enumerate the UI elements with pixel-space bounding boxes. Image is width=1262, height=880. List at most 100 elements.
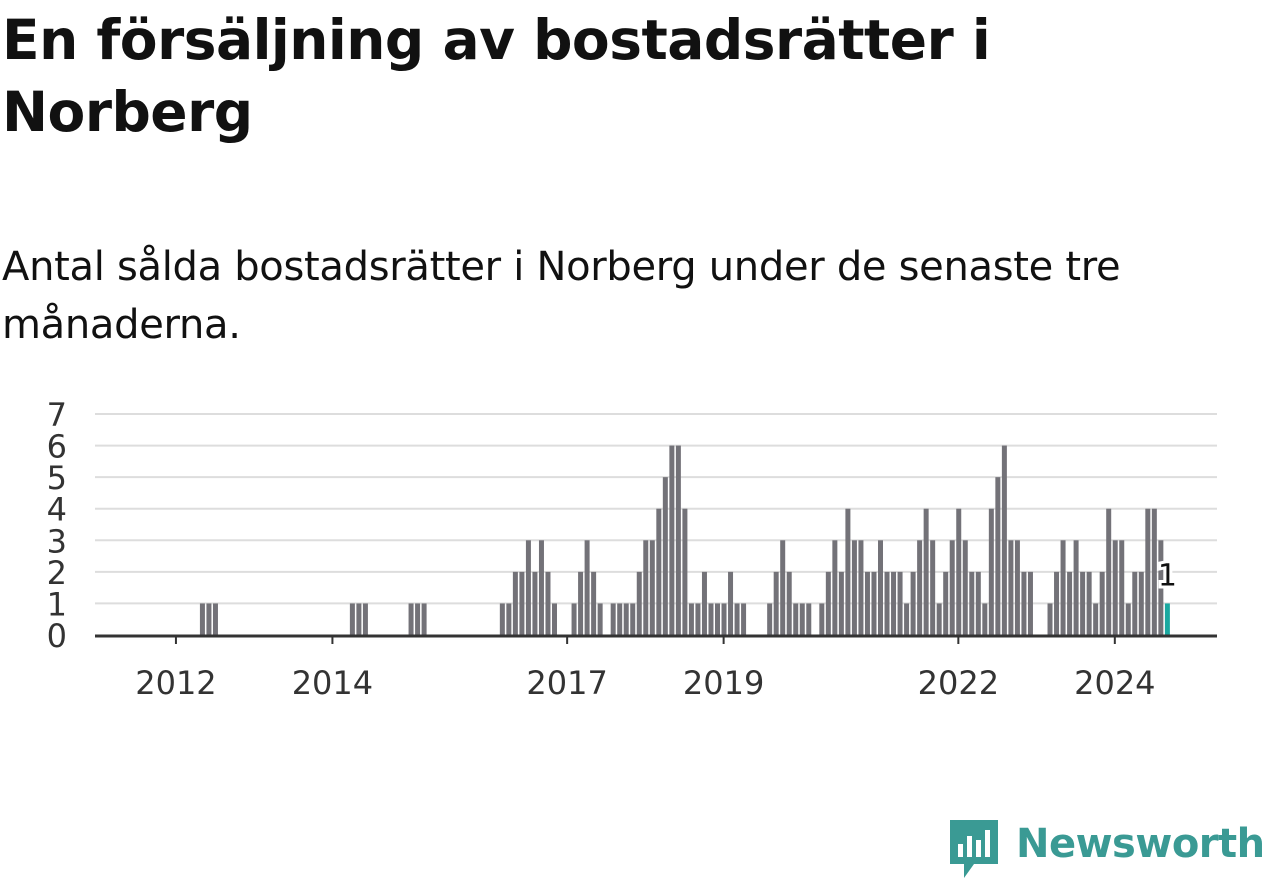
bar [597,603,603,635]
bar [662,477,668,635]
bar [688,603,694,635]
bar [838,571,844,635]
bar [1014,540,1020,635]
bar [851,540,857,635]
bar [741,603,747,635]
bar [1001,445,1007,635]
bars [199,445,1170,635]
bar [656,508,662,635]
bar [845,508,851,635]
bar [1047,603,1053,635]
bar [571,603,577,635]
newsworthy-logo: Newsworthy [948,818,1262,880]
bar [578,571,584,635]
x-tick-label: 2012 [135,664,216,702]
y-tick-label: 7 [47,396,67,434]
bar [675,445,681,635]
bar [1138,571,1144,635]
bar [682,508,688,635]
bar [930,540,936,635]
bar [1125,603,1131,635]
y-tick-label: 6 [47,428,67,466]
bar [825,571,831,635]
bar [1054,571,1060,635]
bar [1099,571,1105,635]
bar [421,603,427,635]
bar [1106,508,1112,635]
chart-title: En försäljning av bostadsrätter i Norber… [2,8,991,144]
bar [910,571,916,635]
y-tick-label: 0 [47,617,67,655]
bar [1158,540,1164,635]
x-tick-label: 2014 [292,664,373,702]
bar [623,603,629,635]
x-axis-ticks: 2012 2014 2017 2019 2022 2024 [135,636,1156,702]
bar [799,603,805,635]
bar [1145,508,1151,635]
bar [649,540,655,635]
y-tick-label: 1 [47,585,67,623]
bar [982,603,988,635]
y-tick-label: 4 [47,491,67,529]
x-tick-label: 2019 [683,664,764,702]
bar [1151,508,1157,635]
bar [701,571,707,635]
bar [199,603,205,635]
bar [519,571,525,635]
bar [780,540,786,635]
bar [708,603,714,635]
bar [806,603,812,635]
x-tick-label: 2024 [1074,664,1155,702]
bar [499,603,505,635]
bar [584,540,590,635]
bar [923,508,929,635]
bar [506,603,512,635]
bar [871,571,877,635]
bar [897,571,903,635]
newsworthy-chart-bubble-icon [950,820,998,878]
bar [832,540,838,635]
bar [773,571,779,635]
bar [610,603,616,635]
bar [643,540,649,635]
bar [1073,540,1079,635]
bar [1080,571,1086,635]
bar [858,540,864,635]
bar [617,603,623,635]
highlight-value-label: 1 [1158,558,1177,593]
bar [532,571,538,635]
bar [819,603,825,635]
bar [1021,571,1027,635]
bar [904,603,910,635]
chart-subtitle: Antal sålda bostadsrätter i Norberg unde… [2,244,1121,348]
bar [356,603,362,635]
bar [206,603,212,635]
bar [695,603,701,635]
bar [728,571,734,635]
bar-highlight [1164,603,1170,635]
bar [917,540,923,635]
highlight-annotation: 1 [1155,555,1180,596]
y-tick-label: 5 [47,459,67,497]
bar [793,603,799,635]
bar [943,571,949,635]
gridlines [95,413,1217,605]
bar [962,540,968,635]
bar [969,571,975,635]
bar [956,508,962,635]
bar [878,540,883,635]
bar [721,603,727,635]
bar [786,571,792,635]
bar [1132,571,1138,635]
bar [1112,540,1118,635]
bar [212,603,218,635]
bar [636,571,642,635]
bar [1093,603,1099,635]
bar [864,571,870,635]
bar [734,603,740,635]
bar [630,603,636,635]
bar [512,571,518,635]
bar [362,603,368,635]
bar [988,508,994,635]
